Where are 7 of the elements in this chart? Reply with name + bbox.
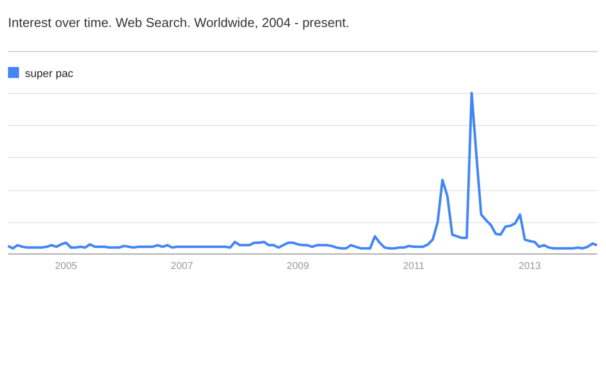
legend-label: super pac: [25, 68, 74, 80]
chart-title: Interest over time. Web Search. Worldwide, 2004 - present.: [8, 15, 350, 30]
x-tick-label: 2007: [170, 261, 194, 272]
x-tick-label: 2009: [286, 261, 310, 272]
x-tick-label: 2013: [518, 261, 542, 272]
x-tick-label: 2005: [54, 261, 78, 272]
x-tick-label: 2011: [402, 261, 425, 272]
